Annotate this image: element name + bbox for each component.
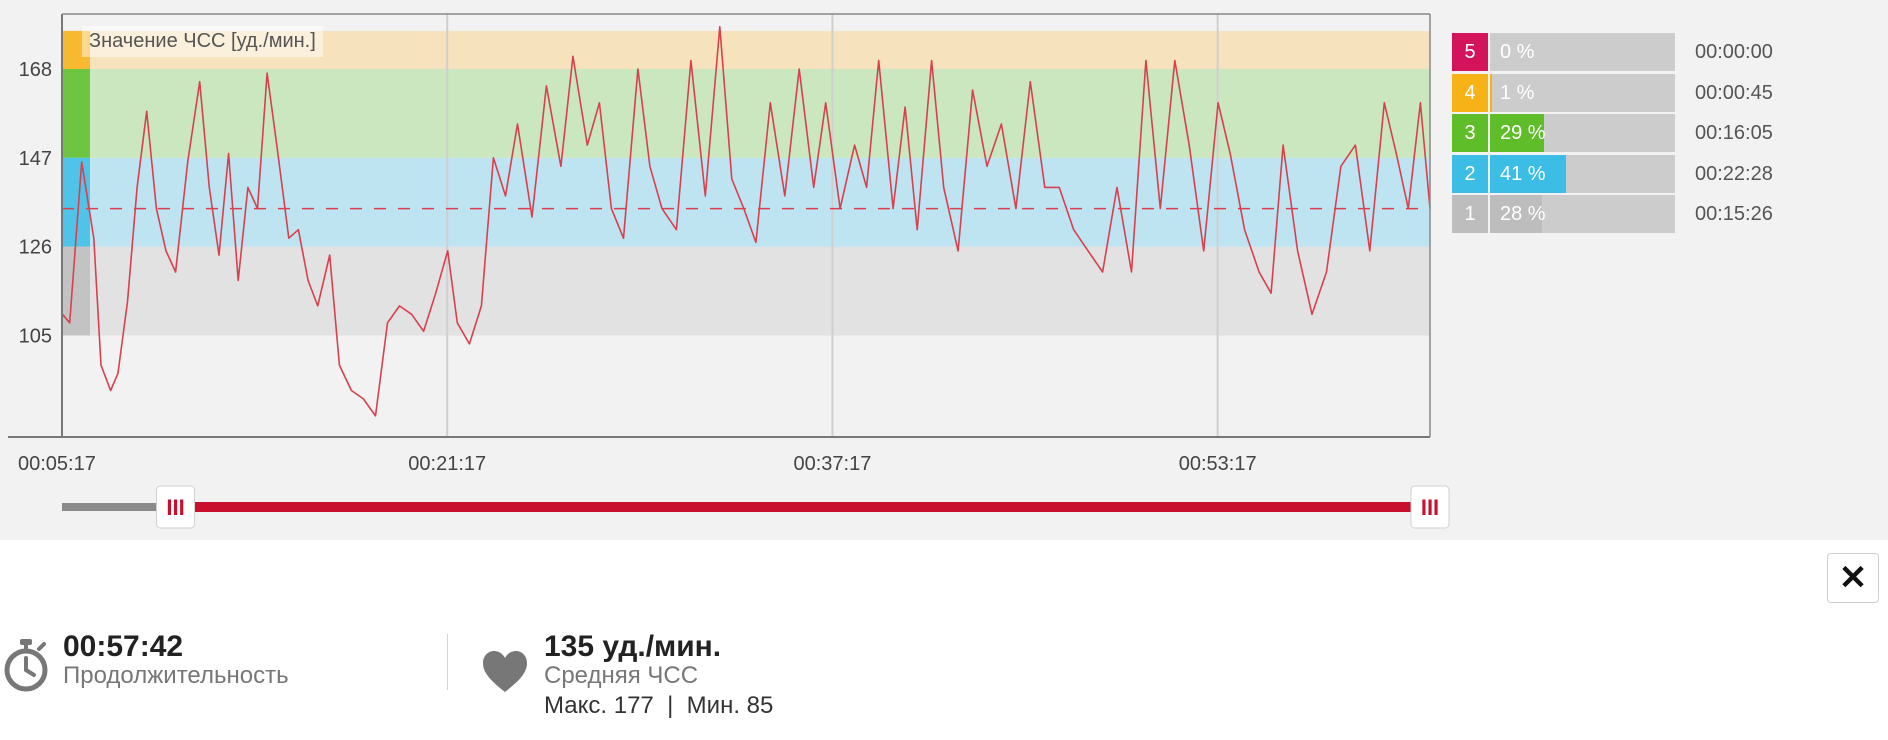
zone-row-3: 3 29 % 00:16:05 (1452, 114, 1784, 152)
heart-rate-line (61, 25, 1431, 417)
slider-handle-end[interactable]: III (1410, 485, 1450, 529)
zone-number: 4 (1452, 73, 1488, 112)
svg-text:III: III (1421, 495, 1439, 520)
slider-track-inactive (62, 503, 176, 511)
zone-number: 3 (1452, 114, 1488, 152)
zone-bar-fill (1490, 154, 1566, 193)
zone-row-1: 1 28 % 00:15:26 (1452, 195, 1784, 233)
stats-divider (447, 634, 448, 690)
zone-percent: 28 % (1500, 203, 1546, 225)
zone-time: 00:16:05 (1695, 122, 1773, 144)
zone-bar: 0 % (1490, 33, 1675, 71)
stopwatch-icon (4, 639, 48, 692)
zone-number: 1 (1452, 195, 1488, 233)
duration-value: 00:57:42 (63, 630, 184, 663)
chart-title: Значение ЧСС [уд./мин.] (82, 26, 323, 57)
y-tick-label: 147 (19, 148, 52, 170)
zone-number: 2 (1452, 154, 1488, 193)
max-min-hr: Макс. 177 | Мин. 85 (544, 692, 774, 719)
zone-bar: 1 % (1490, 73, 1675, 112)
zone-percent: 41 % (1500, 162, 1546, 185)
avg-hr-label: Средняя ЧСС (544, 662, 699, 689)
zone-bar-fill (1490, 73, 1492, 112)
zone-bar-fill (1490, 114, 1544, 152)
zone-percent: 0 % (1500, 41, 1535, 63)
avg-hr-value: 135 уд./мин. (544, 630, 722, 663)
zone-percent: 1 % (1500, 81, 1535, 104)
zone-strip-1 (62, 68, 90, 158)
y-tick-label: 126 (19, 237, 52, 259)
zone-row-4: 4 1 % 00:00:45 (1452, 73, 1784, 112)
zone-band-1 (62, 246, 1430, 336)
x-tick-label: 00:37:17 (794, 453, 872, 475)
zone-time: 00:00:00 (1695, 41, 1773, 63)
zone-time: 00:15:26 (1695, 203, 1773, 225)
zone-number: 5 (1452, 33, 1488, 71)
x-tick-label: 00:05:17 (18, 453, 96, 475)
zone-row-2: 2 41 % 00:22:28 (1452, 154, 1784, 193)
zone-strip-3 (62, 246, 90, 336)
zone-band-3 (62, 68, 1430, 158)
svg-text:III: III (166, 495, 184, 520)
zone-band-4 (62, 30, 1430, 69)
x-tick-label: 00:53:17 (1179, 453, 1257, 475)
heart-icon (483, 651, 527, 692)
y-tick-label: 105 (19, 325, 52, 347)
x-tick-label: 00:21:17 (408, 453, 486, 475)
zone-time: 00:22:28 (1695, 162, 1773, 185)
duration-label: Продолжительность (63, 662, 289, 689)
zone-percent: 29 % (1500, 122, 1546, 144)
zone-band-2 (62, 157, 1430, 247)
zone-bar: 41 % (1490, 154, 1675, 193)
slider-handle-start[interactable]: III (156, 485, 196, 529)
zone-bar: 29 % (1490, 114, 1675, 152)
zone-row-5: 5 0 % 00:00:00 (1452, 33, 1784, 71)
close-button[interactable]: ✕ (1827, 553, 1879, 603)
zone-bar-fill (1490, 195, 1542, 233)
zone-bar: 28 % (1490, 195, 1675, 233)
slider-track-active (175, 502, 1431, 512)
zone-strip-0 (62, 30, 90, 69)
zone-time: 00:00:45 (1695, 81, 1773, 104)
heart-rate-chart: 168 147 126 105 00:05:17 00:21:17 00:37:17 00:5… (8, 13, 1450, 529)
y-tick-label: 168 (19, 59, 52, 81)
